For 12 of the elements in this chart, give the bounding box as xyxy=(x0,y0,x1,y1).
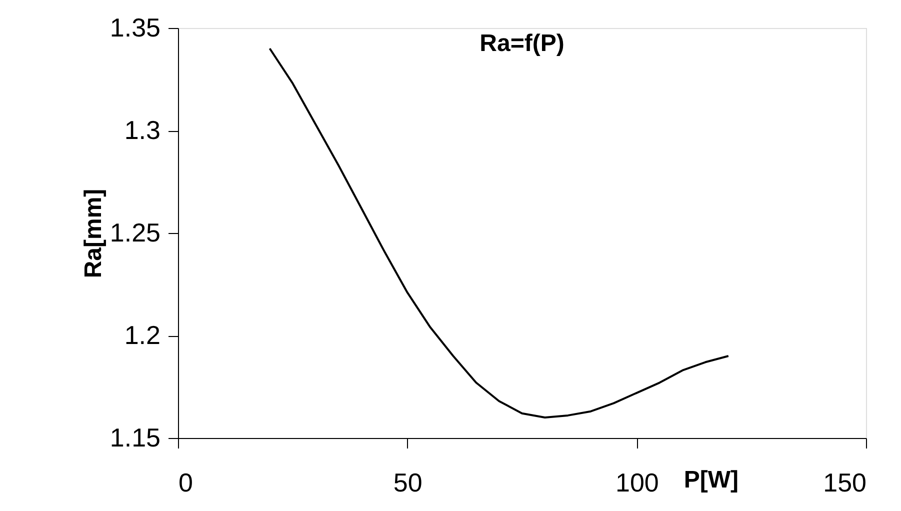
y-tick-label: 1.35 xyxy=(110,12,160,42)
x-axis-title: P[W] xyxy=(684,466,738,494)
x-tick-label: 150 xyxy=(823,468,866,498)
y-axis-title: Ra[mm] xyxy=(80,188,107,278)
y-tick-label: 1.2 xyxy=(124,320,160,350)
x-tick-label: 0 xyxy=(178,468,193,498)
y-tick-label: 1.3 xyxy=(124,115,160,145)
y-tick-label: 1.25 xyxy=(110,218,160,248)
x-tick-label: 50 xyxy=(393,468,422,498)
chart-title: Ra=f(P) xyxy=(480,30,564,57)
y-tick-label: 1.15 xyxy=(110,422,160,452)
x-tick-label: 100 xyxy=(615,468,659,498)
